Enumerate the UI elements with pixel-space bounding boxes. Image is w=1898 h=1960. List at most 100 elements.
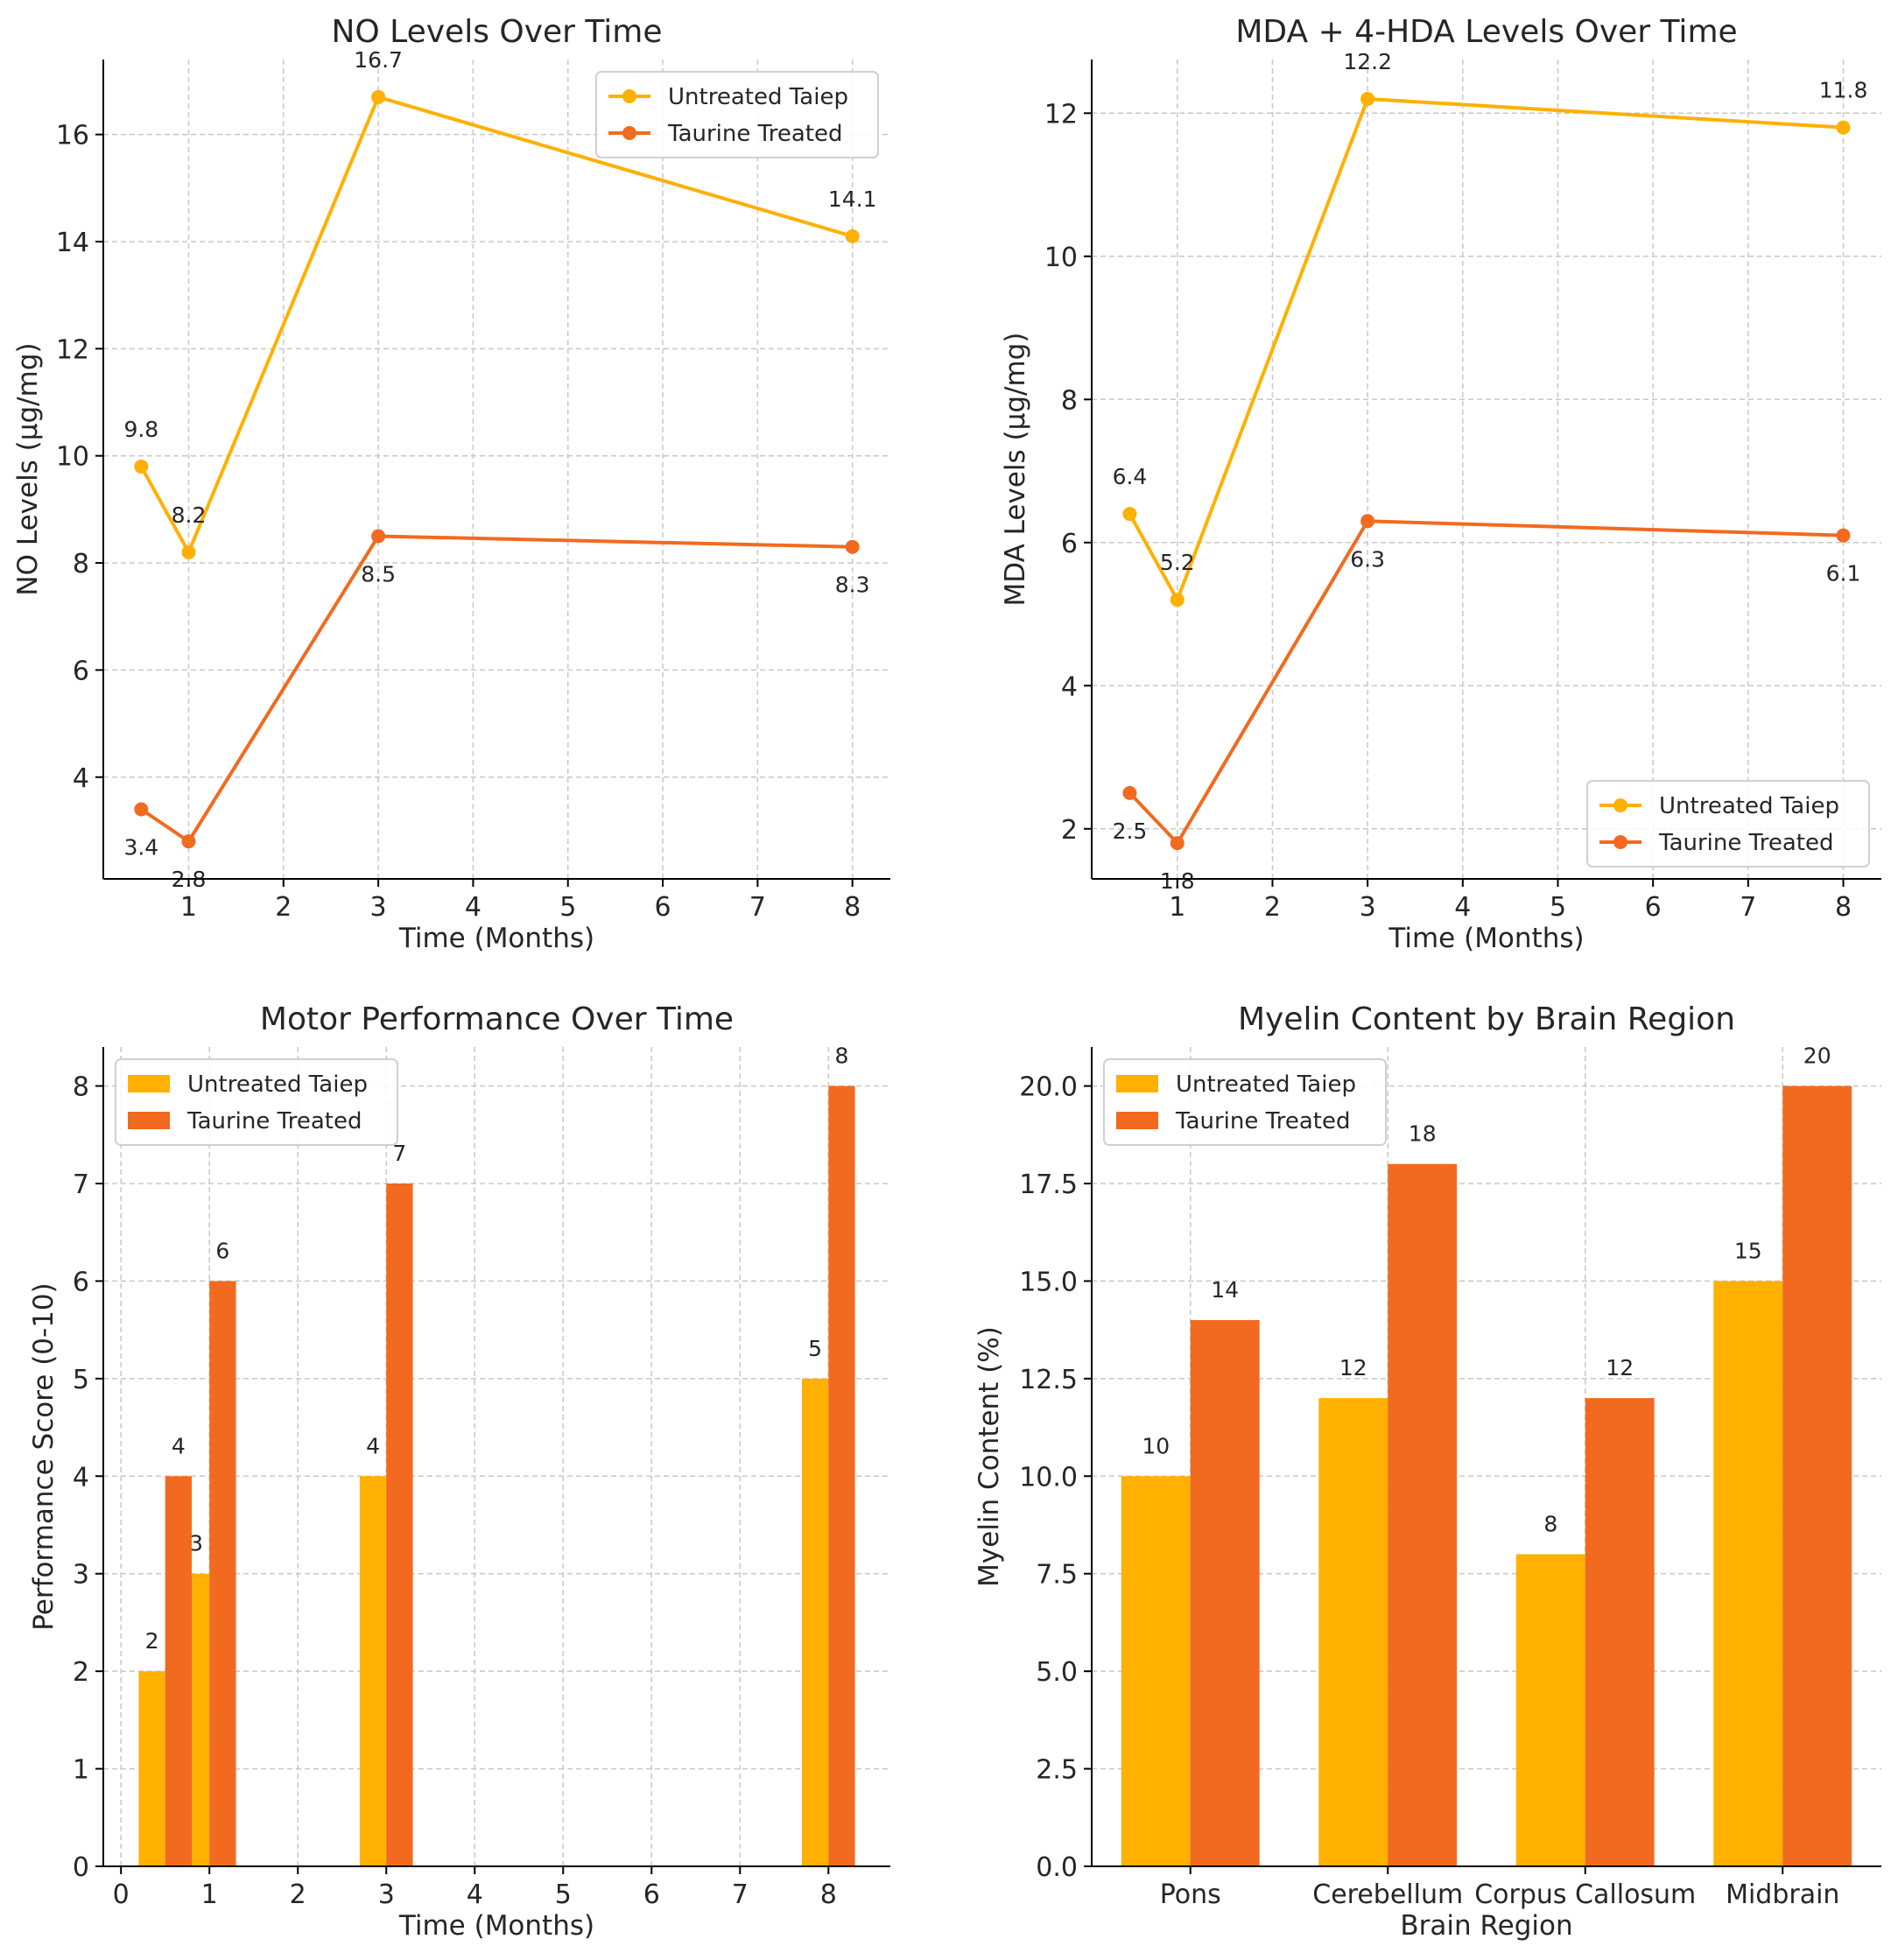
legend-bar-swatch — [128, 1112, 170, 1129]
legend-box — [1103, 1058, 1387, 1146]
y-tick-label: 0.0 — [1036, 1852, 1078, 1883]
y-tick-label: 20.0 — [1019, 1072, 1078, 1103]
legend-bar-swatch — [1116, 1075, 1158, 1092]
series-taurine-treated: 14 18 12 20 — [1190, 1043, 1852, 1866]
x-tick-label: 0 — [113, 1879, 130, 1910]
y-tick-label: 2.5 — [1036, 1755, 1078, 1786]
data-point — [1360, 514, 1375, 529]
legend-bar-swatch — [1116, 1112, 1158, 1129]
data-point — [1836, 120, 1851, 135]
data-label: 7 — [392, 1141, 406, 1166]
legend: Untreated Taiep Taurine Treated — [1103, 1058, 1387, 1146]
x-tick-label: 2 — [290, 1879, 306, 1910]
data-label: 3.4 — [123, 834, 158, 860]
x-tick-label: 3 — [1360, 892, 1376, 923]
y-tick-label: 6 — [73, 656, 89, 686]
legend-marker — [622, 89, 636, 103]
data-label: 8.3 — [835, 573, 870, 598]
data-point — [1360, 91, 1375, 106]
x-tick-label: 5 — [1550, 892, 1566, 923]
x-tick-label: 3 — [378, 1879, 395, 1910]
series-line — [140, 534, 853, 844]
series-taurine-treated: 3.42.88.58.3 — [123, 529, 870, 892]
y-tick-label: 5 — [73, 1365, 89, 1395]
x-tick-label: 7 — [1740, 892, 1756, 923]
data-label: 18 — [1409, 1121, 1437, 1147]
bar — [209, 1281, 236, 1866]
data-label: 2 — [145, 1628, 159, 1654]
y-tick-label: 6 — [1061, 529, 1078, 559]
legend-box — [1586, 780, 1870, 868]
data-label: 4 — [366, 1433, 380, 1458]
y-tick-label: 8 — [1061, 385, 1078, 416]
x-tick-label: 4 — [1454, 892, 1471, 923]
y-tick-label: 15.0 — [1019, 1267, 1078, 1297]
x-tick-label: 3 — [370, 892, 387, 923]
data-label: 14 — [1211, 1277, 1239, 1303]
y-tick-label: 5.0 — [1036, 1657, 1078, 1688]
y-tick-label: 2 — [1061, 815, 1078, 846]
data-point — [845, 539, 860, 554]
legend-label: Taurine Treated — [667, 121, 842, 147]
x-axis-label: Time (Months) — [398, 1910, 594, 1942]
x-tick-label: Corpus Callosum — [1474, 1879, 1696, 1910]
data-point — [1170, 836, 1184, 851]
x-tick-label: 6 — [655, 892, 671, 923]
legend-marker — [622, 126, 636, 140]
chart-title: NO Levels Over Time — [331, 14, 662, 50]
x-tick-label: 2 — [275, 892, 292, 923]
y-axis-label: Myelin Content (%) — [974, 1326, 1005, 1587]
data-point — [134, 802, 149, 817]
y-tick-label: 10.0 — [1019, 1462, 1078, 1493]
x-tick-label: 7 — [732, 1879, 749, 1910]
data-label: 6.4 — [1113, 464, 1148, 489]
chart-title: Myelin Content by Brain Region — [1238, 1001, 1735, 1037]
chart-title: Motor Performance Over Time — [260, 1001, 734, 1037]
data-point — [1836, 528, 1851, 543]
grid — [1092, 60, 1881, 879]
bar — [1121, 1476, 1191, 1866]
y-tick-label: 2 — [73, 1657, 89, 1688]
bar — [1318, 1398, 1388, 1866]
chart-panel-1: NO Levels Over Time9.88.216.714.13.42.88… — [12, 14, 890, 954]
bar — [801, 1378, 829, 1866]
data-label: 9.8 — [123, 417, 158, 442]
bar — [165, 1476, 193, 1866]
x-tick-label: 7 — [749, 892, 766, 923]
y-tick-label: 1 — [73, 1755, 89, 1786]
legend-label: Untreated Taiep — [1659, 793, 1839, 819]
bar — [1713, 1281, 1783, 1866]
data-label: 2.5 — [1113, 818, 1148, 844]
data-label: 8 — [1543, 1511, 1557, 1536]
chart-title: MDA + 4-HDA Levels Over Time — [1235, 14, 1737, 50]
series-taurine-treated: 4 6 7 8 — [165, 1043, 855, 1866]
x-tick-label: 8 — [1835, 892, 1852, 923]
x-tick-label: 1 — [201, 1879, 218, 1910]
data-point — [845, 228, 860, 243]
x-tick-label: 6 — [1645, 892, 1662, 923]
bar — [386, 1184, 413, 1866]
bar — [1190, 1320, 1260, 1866]
series-line — [1128, 519, 1844, 847]
legend-box — [595, 71, 879, 158]
legend-label: Taurine Treated — [1658, 830, 1833, 856]
legend-box — [115, 1058, 398, 1146]
x-tick-label: 4 — [465, 892, 482, 923]
data-label: 6 — [215, 1238, 229, 1263]
legend-marker — [1613, 835, 1627, 849]
data-label: 6.3 — [1350, 546, 1385, 572]
data-label: 14.1 — [828, 186, 877, 212]
y-tick-label: 17.5 — [1019, 1170, 1078, 1200]
x-tick-label: 2 — [1264, 892, 1281, 923]
x-tick-label: 8 — [820, 1879, 837, 1910]
y-tick-label: 3 — [73, 1560, 89, 1591]
series-taurine-treated: 2.51.86.36.1 — [1113, 514, 1860, 894]
y-tick-label: 4 — [1061, 671, 1078, 702]
x-tick-label: Pons — [1160, 1879, 1221, 1910]
y-tick-label: 8 — [73, 549, 89, 580]
data-label: 15 — [1734, 1238, 1762, 1263]
y-tick-label: 12 — [1044, 99, 1078, 130]
x-tick-label: 5 — [555, 1879, 572, 1910]
y-axis-label: MDA Levels (μg/mg) — [1000, 333, 1031, 607]
data-label: 8.5 — [361, 561, 396, 587]
